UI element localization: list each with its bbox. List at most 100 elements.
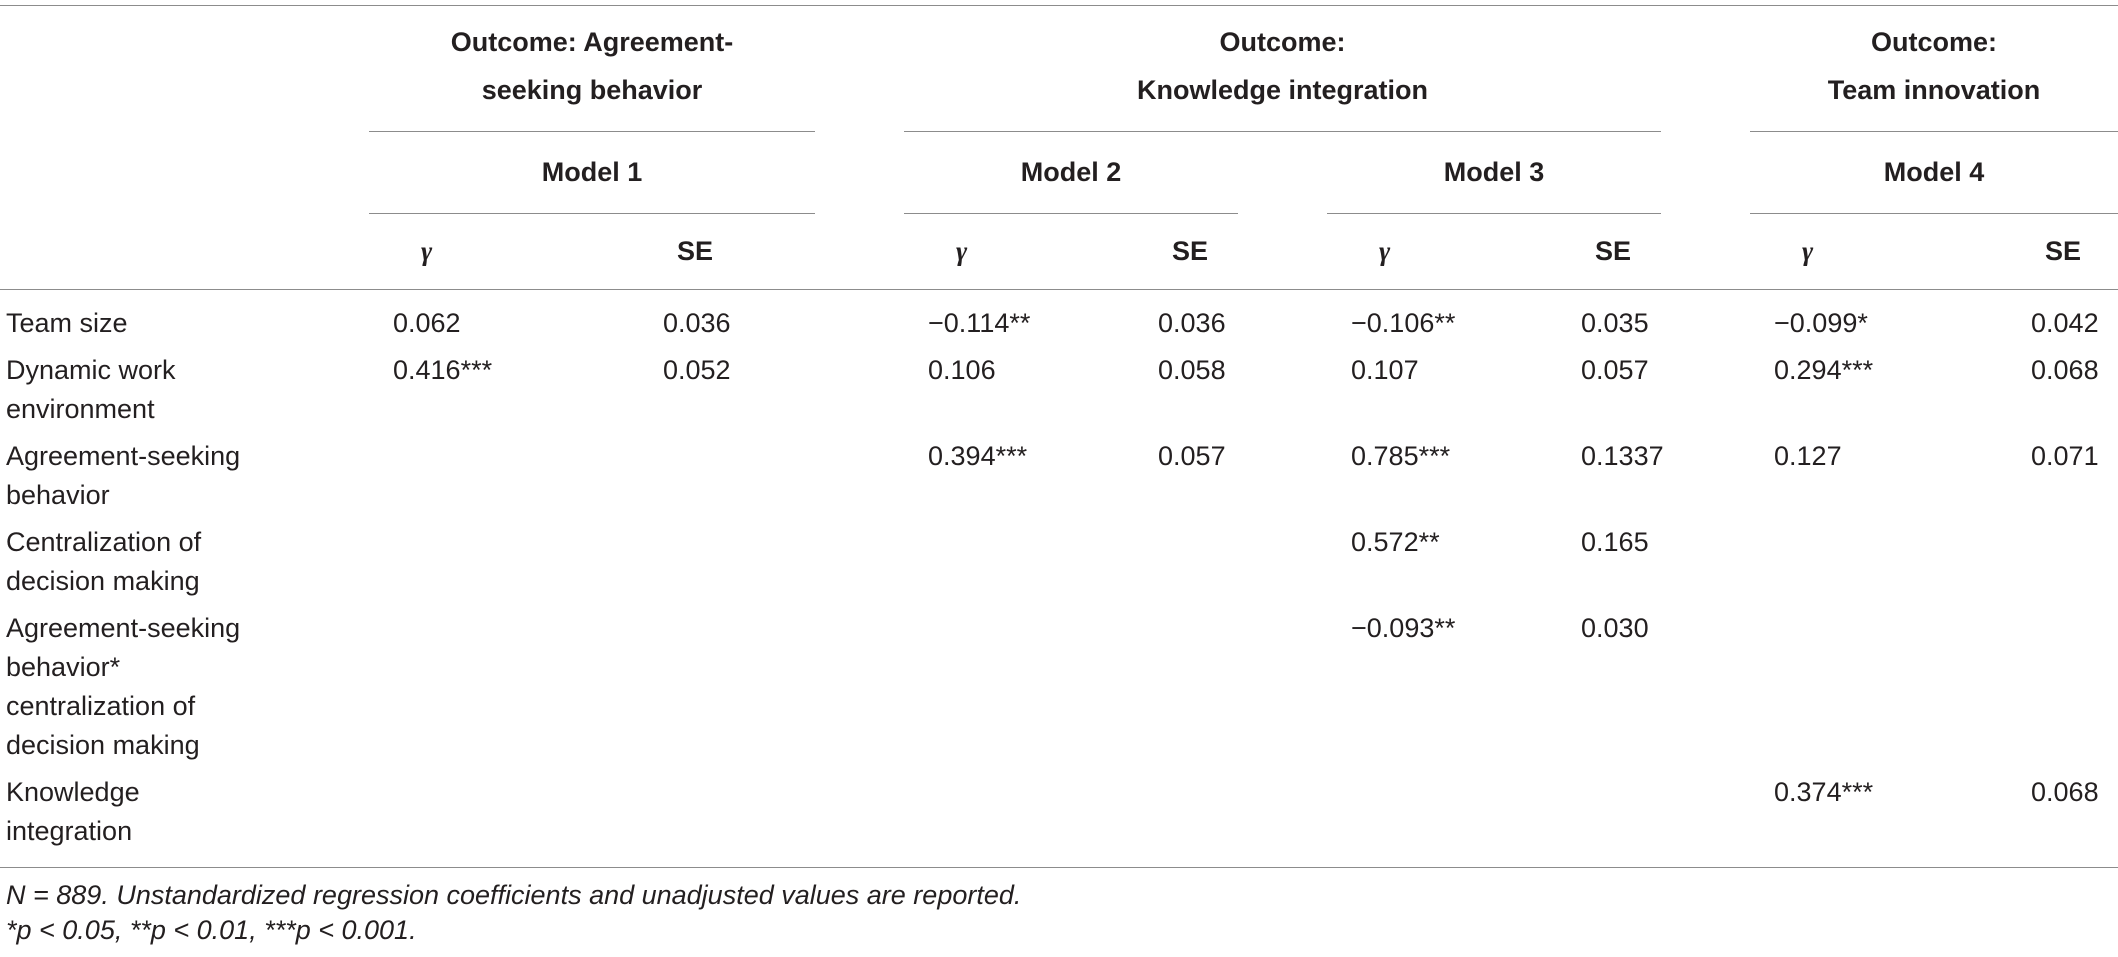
spacer bbox=[815, 290, 904, 348]
outcome-line: Outcome: bbox=[1871, 27, 1998, 57]
stub bbox=[0, 213, 369, 290]
value-cell: 0.052 bbox=[663, 355, 731, 385]
spacer bbox=[1661, 605, 1750, 769]
value-cell: 0.042 bbox=[2031, 308, 2099, 338]
value-cell: 0.106 bbox=[928, 355, 996, 385]
spacer bbox=[1238, 519, 1327, 605]
value-cell bbox=[369, 433, 639, 519]
value-cell bbox=[1134, 605, 1238, 769]
value-cell: 0.572** bbox=[1351, 527, 1440, 557]
value-cell: 0.058 bbox=[1158, 355, 1226, 385]
value-cell: 0.785*** bbox=[1351, 441, 1451, 471]
value-cell bbox=[1134, 519, 1238, 605]
spacer bbox=[1661, 132, 1750, 214]
value-cell bbox=[2007, 605, 2118, 769]
row-label-cell: Agreement-seeking behavior* centralizati… bbox=[0, 605, 369, 769]
model-header: Model 4 bbox=[1750, 131, 2118, 214]
value-cell bbox=[369, 605, 639, 769]
spacer bbox=[1238, 433, 1327, 519]
row-label: Knowledge integration bbox=[6, 777, 140, 846]
stub bbox=[0, 6, 369, 132]
value-cell: 0.030 bbox=[1581, 613, 1649, 643]
value-cell bbox=[369, 519, 639, 605]
spacer bbox=[1661, 213, 1751, 290]
data-row: Centralization of decision making 0.572**… bbox=[0, 519, 2118, 605]
column-header: γ bbox=[1327, 213, 1558, 290]
value-cell: 0.057 bbox=[1581, 355, 1649, 385]
data-row: Agreement-seeking behavior* centralizati… bbox=[0, 605, 2118, 769]
value-cell: 0.1337 bbox=[1581, 441, 1664, 471]
value-cell: −0.114** bbox=[928, 308, 1031, 338]
value-cell: 0.062 bbox=[393, 308, 461, 338]
value-cell: −0.099* bbox=[1774, 308, 1868, 338]
value-cell bbox=[369, 769, 639, 868]
row-label: Agreement-seeking behavior bbox=[6, 441, 241, 510]
column-header-row: γ SE γ SE γ SE γ SE bbox=[0, 213, 2118, 290]
value-cell bbox=[904, 519, 1134, 605]
row-label-cell: Knowledge integration bbox=[0, 769, 369, 868]
value-cell: 0.107 bbox=[1351, 355, 1419, 385]
value-cell bbox=[639, 433, 815, 519]
value-cell: 0.416*** bbox=[393, 355, 493, 385]
model-row: Model 1 Model 2 Model 3 Model 4 bbox=[0, 131, 2118, 214]
row-label-cell: Agreement-seeking behavior bbox=[0, 433, 369, 519]
value-cell: 0.394*** bbox=[928, 441, 1028, 471]
data-row: Knowledge integration 0.374*** 0.068 bbox=[0, 769, 2118, 868]
row-label: Centralization of decision making bbox=[6, 527, 202, 596]
row-label: Dynamic work environment bbox=[6, 355, 176, 424]
value-cell bbox=[904, 769, 1135, 868]
row-label: Agreement-seeking behavior* centralizati… bbox=[6, 613, 241, 760]
value-cell bbox=[2007, 519, 2118, 605]
outcome-header: Outcome: Agreement-seeking behavior bbox=[369, 5, 816, 132]
outcome-line: Outcome: bbox=[1219, 27, 1346, 57]
value-cell bbox=[1750, 519, 2007, 605]
value-cell bbox=[1557, 769, 1662, 868]
model-header: Model 3 bbox=[1327, 131, 1662, 214]
spacer bbox=[1661, 290, 1750, 348]
row-label: Team size bbox=[6, 308, 128, 338]
value-cell: 0.165 bbox=[1581, 527, 1649, 557]
value-cell: 0.035 bbox=[1581, 308, 1649, 338]
footnote: N = 889. Unstandardized regression coeff… bbox=[6, 880, 1022, 910]
model-header: Model 2 bbox=[904, 131, 1239, 214]
spacer bbox=[1661, 769, 1751, 868]
outcome-row: Outcome: Agreement-seeking behavior Outco… bbox=[0, 5, 2118, 132]
column-header: γ bbox=[1750, 213, 2008, 290]
spacer bbox=[815, 132, 904, 214]
spacer bbox=[1661, 433, 1750, 519]
value-cell bbox=[1750, 605, 2007, 769]
column-header: SE bbox=[2007, 213, 2118, 290]
outcome-line: Knowledge integration bbox=[1137, 75, 1429, 105]
spacer bbox=[815, 433, 904, 519]
data-row: Agreement-seeking behavior 0.394*** 0.057 0… bbox=[0, 433, 2118, 519]
spacer bbox=[1238, 347, 1327, 433]
value-cell: 0.068 bbox=[2031, 355, 2099, 385]
regression-table: Outcome: Agreement-seeking behavior Outco… bbox=[0, 5, 2118, 868]
spacer bbox=[1238, 132, 1327, 214]
value-cell bbox=[639, 605, 815, 769]
value-cell: 0.036 bbox=[1158, 308, 1226, 338]
row-label-cell: Centralization of decision making bbox=[0, 519, 369, 605]
value-cell bbox=[639, 769, 816, 868]
spacer bbox=[815, 347, 904, 433]
outcome-header: Outcome: Knowledge integration bbox=[904, 5, 1662, 132]
column-header: SE bbox=[639, 213, 816, 290]
row-label-cell: Team size bbox=[0, 290, 369, 348]
outcome-line: seeking behavior bbox=[481, 75, 703, 105]
value-cell bbox=[1327, 769, 1558, 868]
value-cell: 0.071 bbox=[2031, 441, 2099, 471]
spacer bbox=[1661, 519, 1750, 605]
value-cell: 0.057 bbox=[1158, 441, 1226, 471]
spacer bbox=[1238, 290, 1327, 348]
spacer bbox=[815, 605, 904, 769]
column-header: SE bbox=[1134, 213, 1239, 290]
value-cell: −0.106** bbox=[1351, 308, 1456, 338]
spacer bbox=[815, 769, 905, 868]
stub bbox=[0, 132, 369, 214]
outcome-line: Outcome: Agreement- bbox=[450, 27, 734, 57]
data-row: Dynamic work environment 0.416*** 0.052 0.1… bbox=[0, 347, 2118, 433]
spacer bbox=[1238, 769, 1328, 868]
spacer bbox=[1661, 347, 1750, 433]
value-cell: −0.093** bbox=[1351, 613, 1456, 643]
